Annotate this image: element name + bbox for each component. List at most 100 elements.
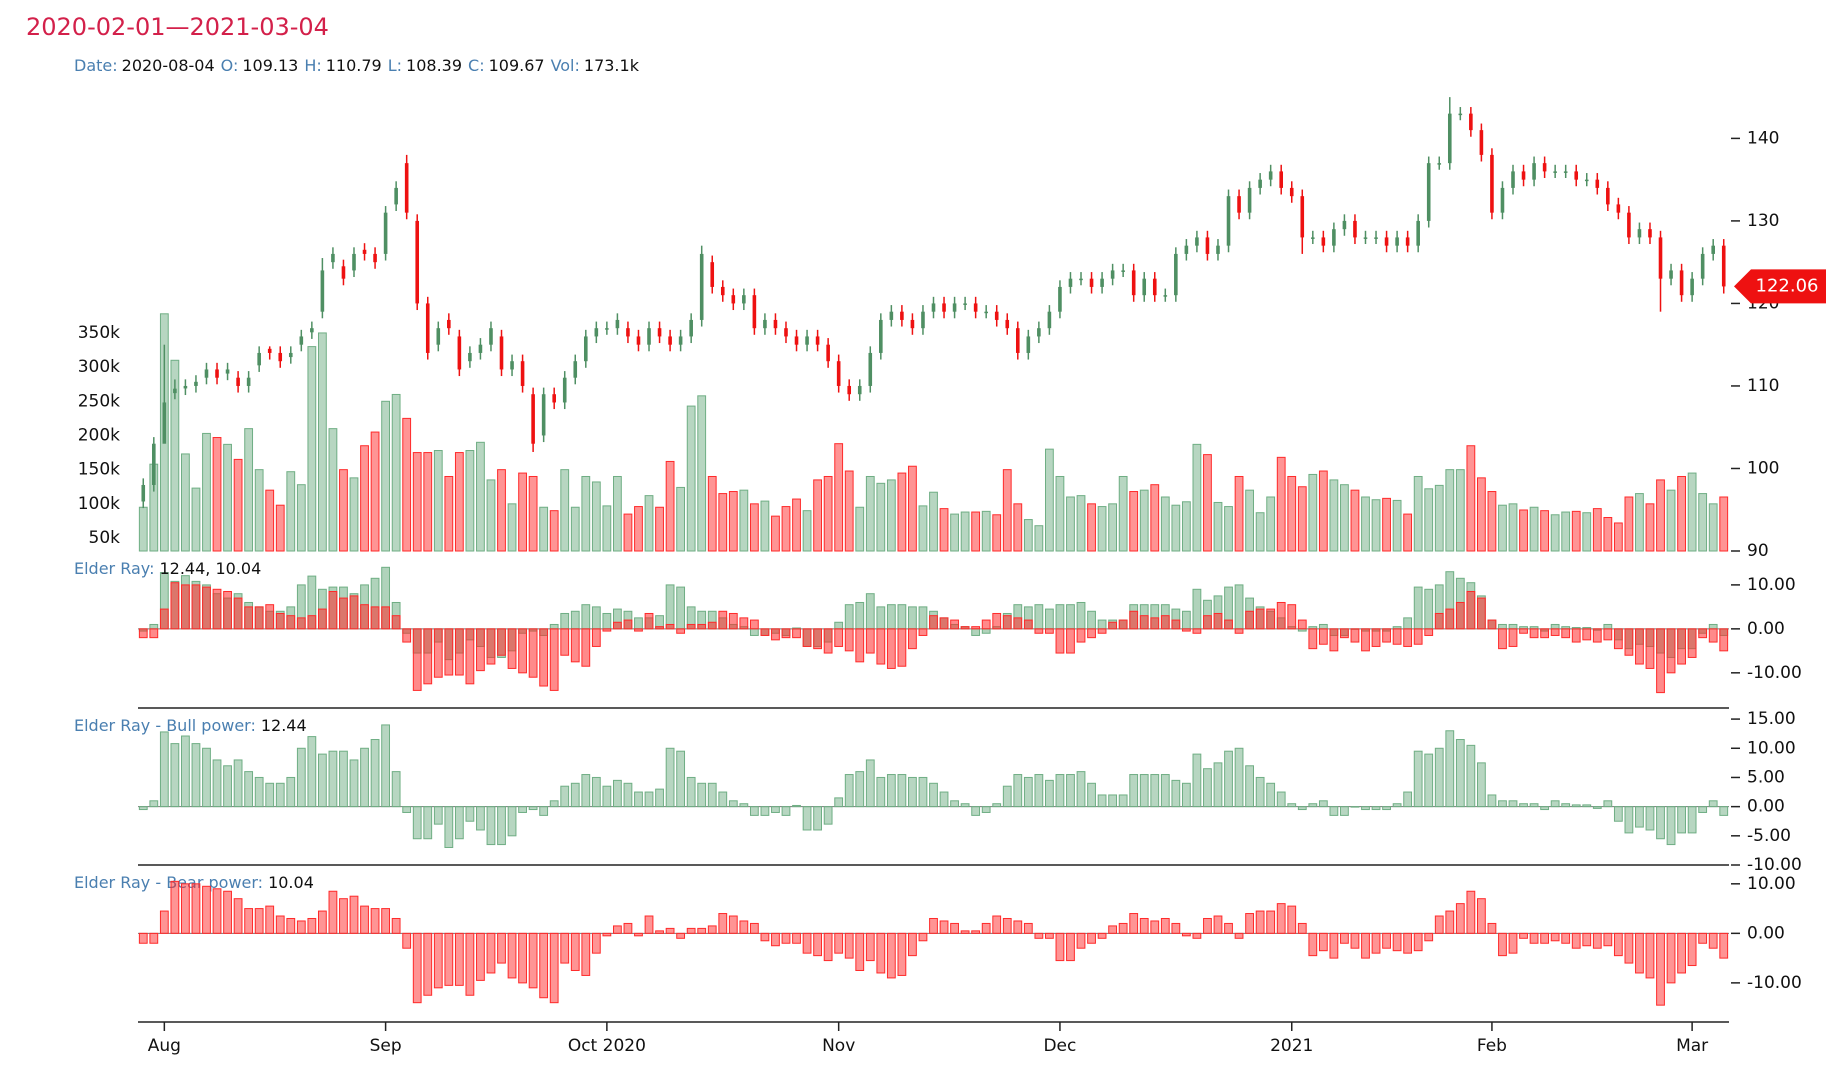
power-bar <box>539 932 549 999</box>
volume-bar <box>191 487 201 552</box>
power-bar <box>339 898 348 934</box>
power-bar <box>707 782 717 808</box>
elder-bar <box>1087 610 1096 630</box>
elder-bar <box>855 628 865 663</box>
power-bar <box>1045 932 1054 939</box>
volume-bar <box>1287 475 1297 552</box>
candle-body <box>1405 237 1410 246</box>
elder-bar <box>1045 608 1054 630</box>
power-bar <box>307 736 317 808</box>
elder-bar <box>1613 628 1623 650</box>
power-bar <box>1318 932 1328 952</box>
volume-bar <box>265 489 275 552</box>
y-tick-label: 0.00 <box>1747 619 1785 639</box>
power-bar <box>1234 932 1244 939</box>
elder-bar <box>886 628 896 669</box>
power-bar <box>950 800 959 808</box>
volume-bar <box>1476 477 1486 552</box>
elder-bar <box>950 619 959 630</box>
power-bar <box>370 739 380 808</box>
elder-bar <box>1340 628 1349 639</box>
volume-bar <box>865 475 875 552</box>
power-bar <box>1434 747 1444 808</box>
volume-bar <box>1382 497 1391 552</box>
volume-bar <box>1234 475 1244 552</box>
candle-body <box>352 253 356 271</box>
elder-bar <box>602 612 612 630</box>
elder-bar <box>1519 628 1528 634</box>
power-bar <box>212 888 222 934</box>
volume-bar <box>370 431 380 552</box>
candle-body <box>541 394 546 436</box>
candle-body <box>1110 270 1115 279</box>
volume-bar <box>771 515 780 552</box>
power-bar <box>370 908 380 934</box>
power-bar <box>1656 806 1665 840</box>
power-bar <box>159 731 169 808</box>
volume-bar <box>992 514 1002 552</box>
elder-bar <box>1308 628 1318 650</box>
elder-bar <box>581 628 591 667</box>
power-bar <box>1255 776 1265 808</box>
candle-body <box>910 319 915 329</box>
candle-body <box>1437 163 1442 165</box>
candle-body <box>436 328 441 345</box>
candle-body <box>889 311 894 320</box>
power-bar <box>1708 932 1718 949</box>
power-bar <box>792 804 801 808</box>
volume-bar <box>275 504 285 552</box>
power-bar <box>591 932 601 954</box>
y-tick-label: 0.00 <box>1747 923 1785 943</box>
elder-bar <box>1297 619 1307 630</box>
volume-bar <box>465 450 475 552</box>
volume-bar <box>1677 475 1686 552</box>
power-bar <box>1487 922 1497 934</box>
elder-bar <box>718 610 728 630</box>
elder-bar <box>981 619 991 630</box>
elder-bar <box>1698 628 1708 639</box>
volume-bar <box>623 513 633 552</box>
volume-bar <box>844 470 854 552</box>
candle-body <box>373 253 377 263</box>
power-bar <box>1455 739 1465 808</box>
volume-tick-label: 350k <box>78 323 120 343</box>
candle-body <box>668 336 672 345</box>
elder-bar <box>265 604 275 630</box>
elder-bar <box>528 628 538 678</box>
elder-bar <box>802 628 812 647</box>
candle-body <box>489 328 493 345</box>
power-bar <box>1434 915 1444 934</box>
power-bar <box>1234 747 1244 808</box>
volume-bar <box>1066 496 1075 552</box>
elder-bar <box>697 623 707 630</box>
info-value: 173.1k <box>584 56 640 75</box>
power-bar <box>1066 774 1075 808</box>
power-bar <box>1118 922 1128 934</box>
volume-bar <box>1656 479 1665 552</box>
candle-body <box>763 319 767 329</box>
volume-bar <box>1635 493 1644 552</box>
elder-bar <box>676 586 686 630</box>
power-bar <box>1371 932 1381 954</box>
volume-bar <box>560 469 570 552</box>
volume-bar <box>1529 506 1539 552</box>
power-bar <box>181 883 190 934</box>
candle-body <box>162 402 167 444</box>
power-bar <box>1287 803 1297 808</box>
elder-bar <box>1677 628 1686 665</box>
elder-bar <box>855 601 865 630</box>
elder-bar <box>865 628 875 654</box>
power-bar <box>971 806 981 816</box>
elder-bar <box>1329 628 1339 652</box>
elder-bar <box>1203 615 1212 630</box>
volume-bar <box>855 506 865 552</box>
power-bar <box>623 782 633 808</box>
elder-bar <box>570 610 580 630</box>
volume-bar <box>1266 496 1276 552</box>
elder-bar <box>233 597 243 630</box>
volume-bar <box>412 452 422 552</box>
candle-body <box>879 319 883 353</box>
volume-bar <box>950 513 959 552</box>
volume-bar <box>886 479 896 552</box>
power-bar <box>286 776 296 808</box>
